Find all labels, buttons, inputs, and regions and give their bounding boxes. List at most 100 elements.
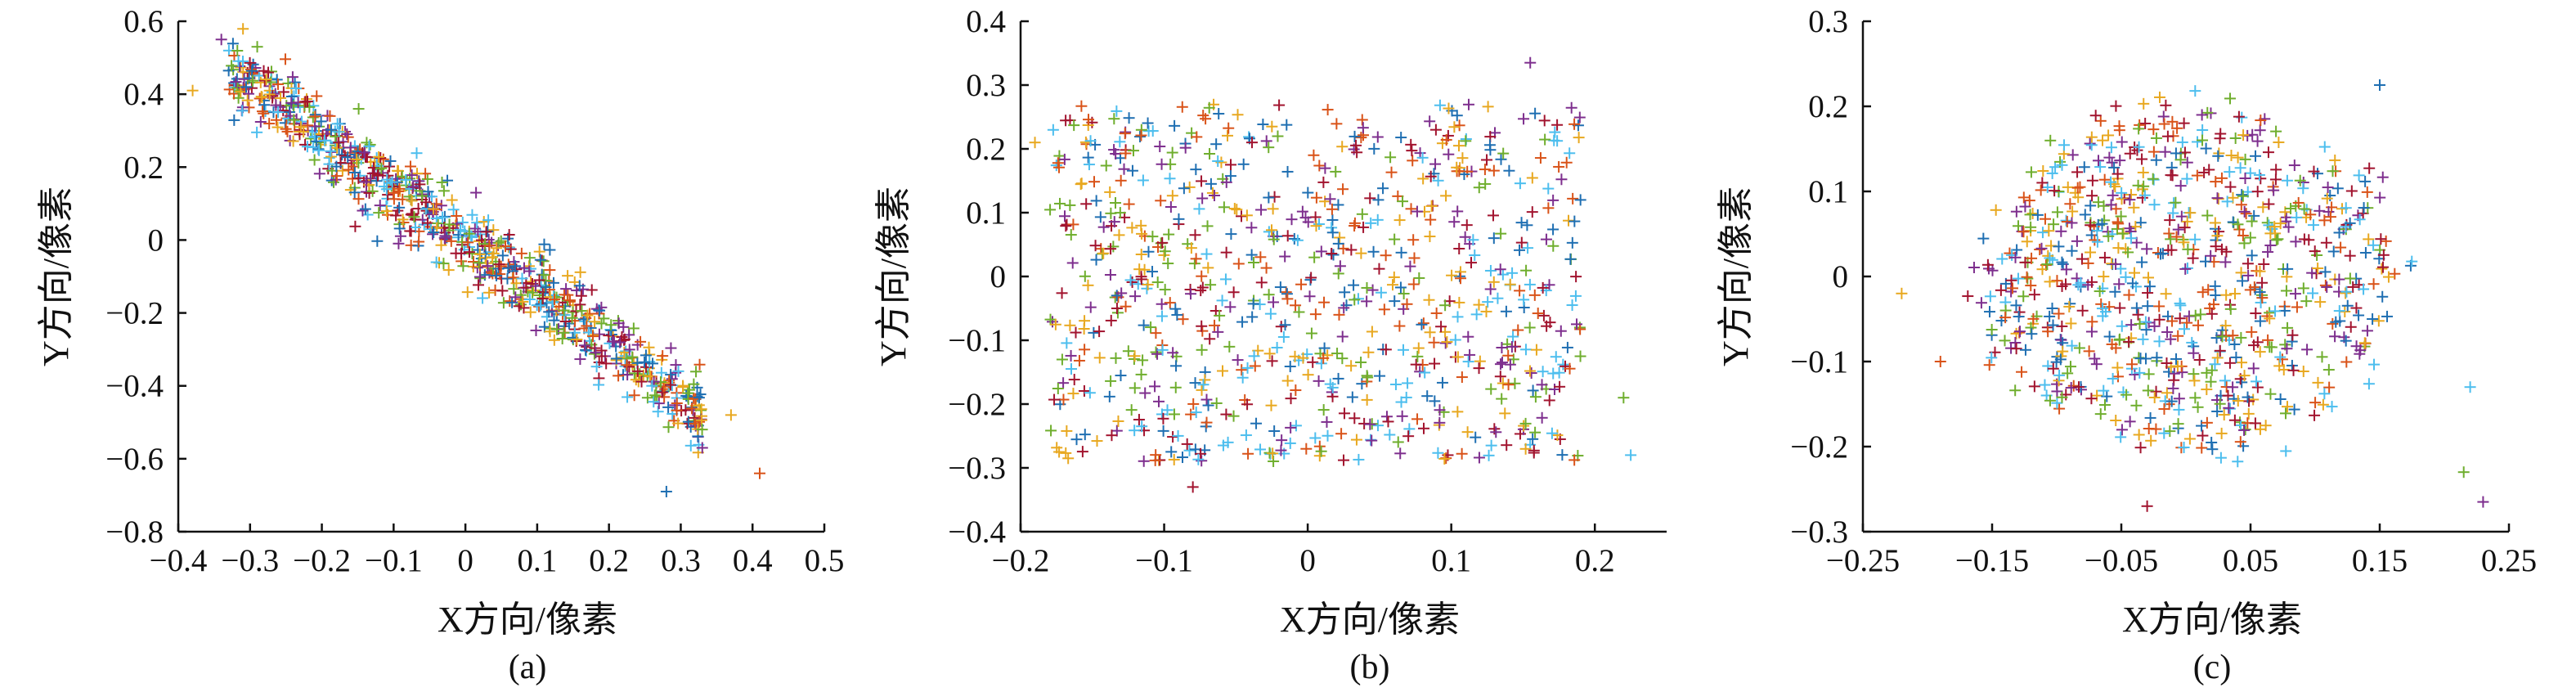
- data-point: [1934, 356, 1946, 367]
- data-point: [2229, 132, 2242, 144]
- data-point: [1439, 299, 1452, 312]
- data-point: [1093, 326, 1106, 338]
- data-point: [635, 375, 648, 388]
- data-point: [1070, 434, 1083, 446]
- data-point: [2170, 147, 2182, 160]
- data-point: [1393, 214, 1406, 227]
- data-point: [2025, 280, 2037, 292]
- data-point: [342, 151, 354, 164]
- data-point: [503, 228, 515, 240]
- data-point: [2172, 330, 2184, 342]
- data-point: [1151, 276, 1164, 289]
- data-point: [682, 387, 694, 399]
- data-point: [616, 331, 628, 344]
- data-point: [693, 358, 706, 371]
- data-point: [1295, 278, 1308, 290]
- data-point: [1570, 271, 1582, 283]
- data-point: [1355, 356, 1367, 368]
- data-point: [274, 101, 286, 113]
- data-point: [509, 291, 522, 303]
- panel-a-points: [186, 23, 765, 497]
- data-point: [1097, 221, 1110, 233]
- data-point: [1065, 349, 1077, 362]
- data-point: [1514, 244, 1526, 256]
- data-point: [1518, 113, 1530, 125]
- data-point: [1481, 154, 1493, 166]
- data-point: [2256, 292, 2269, 304]
- data-point: [2254, 286, 2266, 299]
- data-point: [1555, 173, 1568, 186]
- data-point: [2367, 278, 2380, 290]
- data-point: [2236, 275, 2248, 287]
- data-point: [1404, 260, 1416, 272]
- data-point: [2254, 315, 2266, 327]
- data-point: [1996, 253, 2008, 265]
- data-point: [1044, 313, 1057, 326]
- data-point: [662, 401, 675, 413]
- data-point: [2141, 243, 2153, 255]
- data-point: [2214, 344, 2226, 357]
- data-point: [1120, 300, 1132, 312]
- data-point: [2054, 353, 2067, 366]
- y-tick-label: 0.4: [966, 4, 1006, 39]
- data-point: [469, 222, 481, 235]
- data-point: [1421, 390, 1434, 402]
- data-point: [393, 201, 406, 213]
- data-point: [1429, 158, 1442, 170]
- data-point: [2103, 330, 2116, 343]
- data-point: [371, 169, 384, 182]
- data-point: [315, 115, 327, 128]
- data-point: [2340, 335, 2352, 347]
- data-point: [2167, 382, 2179, 394]
- panel-b-label: (b): [1350, 649, 1390, 686]
- data-point: [2009, 251, 2022, 263]
- data-point: [547, 276, 559, 289]
- data-point: [1255, 204, 1268, 216]
- data-point: [641, 392, 653, 404]
- data-point: [1497, 147, 1510, 160]
- data-point: [2229, 288, 2242, 300]
- data-point: [1266, 224, 1278, 236]
- data-point: [1279, 250, 1291, 263]
- data-point: [1424, 326, 1436, 339]
- data-point: [1332, 267, 1344, 280]
- data-point: [2144, 411, 2156, 424]
- panel-b-points: [1029, 56, 1637, 493]
- data-point: [422, 186, 434, 198]
- data-point: [1274, 281, 1286, 294]
- data-point: [1257, 119, 1269, 131]
- data-point: [1356, 208, 1368, 220]
- data-point: [2125, 319, 2138, 331]
- data-point: [1267, 447, 1279, 460]
- data-point: [2048, 218, 2060, 231]
- data-point: [1534, 152, 1546, 164]
- data-point: [2145, 434, 2157, 447]
- data-point: [2237, 190, 2249, 202]
- data-point: [518, 302, 530, 314]
- data-point: [1093, 352, 1106, 364]
- data-point: [1284, 361, 1296, 373]
- data-point: [1361, 281, 1373, 294]
- data-point: [1108, 216, 1120, 228]
- data-point: [2198, 166, 2210, 178]
- data-point: [1464, 348, 1476, 361]
- data-point: [2150, 132, 2162, 144]
- data-point: [1129, 382, 1141, 394]
- data-point: [2142, 300, 2154, 312]
- data-point: [331, 142, 343, 154]
- data-point: [1573, 132, 1585, 144]
- data-point: [1429, 124, 1442, 136]
- data-point: [1190, 407, 1202, 419]
- data-point: [2318, 214, 2331, 227]
- data-point: [215, 34, 227, 46]
- data-point: [496, 249, 509, 262]
- data-point: [1241, 209, 1253, 222]
- x-tick-label: 0.4: [733, 543, 773, 578]
- data-point: [2126, 277, 2138, 290]
- data-point: [2282, 321, 2294, 334]
- data-point: [1241, 362, 1254, 374]
- data-point: [2210, 240, 2222, 253]
- data-point: [2174, 312, 2186, 325]
- data-point: [2249, 417, 2261, 429]
- data-point: [473, 248, 486, 260]
